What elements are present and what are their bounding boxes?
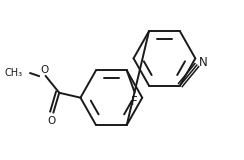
Text: O: O [41, 65, 49, 75]
Text: N: N [199, 56, 208, 69]
Text: CH₃: CH₃ [4, 68, 22, 78]
Text: F: F [131, 95, 138, 108]
Text: O: O [47, 116, 56, 126]
